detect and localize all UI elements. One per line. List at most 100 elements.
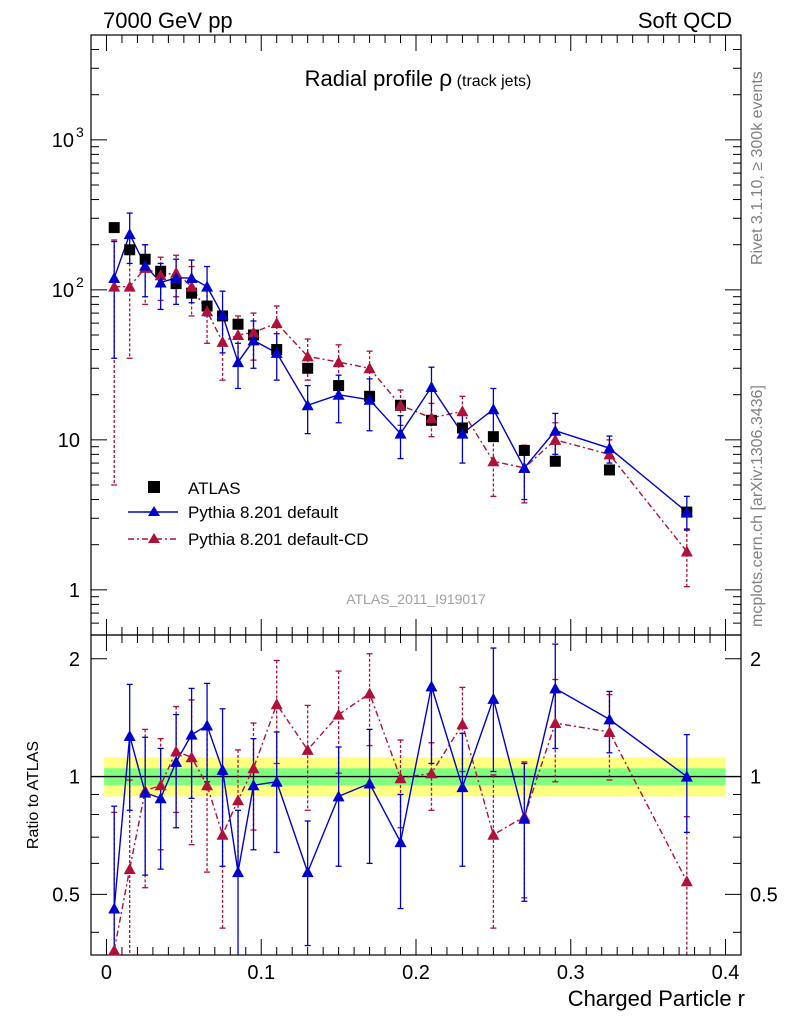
mc-data-point <box>680 506 693 518</box>
ratio-data-point <box>123 729 136 741</box>
mc-data-point <box>108 280 121 292</box>
atlas-data-point <box>549 455 561 467</box>
ratio-data-point <box>232 794 245 806</box>
mc-data-point <box>270 346 283 358</box>
legend: ATLAS Pythia 8.201 default Pythia 8.201 … <box>128 479 369 549</box>
mc-data-point <box>232 356 245 368</box>
atlas-data-point <box>186 287 198 299</box>
ratio-y-tick-label: 1 <box>69 767 80 789</box>
ratio-data-point <box>139 786 152 798</box>
mc-data-point <box>123 280 136 292</box>
mc-data-point <box>394 427 407 439</box>
ratio-y-axis-label: Ratio to ATLAS <box>25 741 42 849</box>
atlas-data-point <box>487 431 499 443</box>
mc-data-point <box>154 269 167 281</box>
ratio-data-point <box>680 770 693 782</box>
ratio-data-point <box>487 692 500 704</box>
ratio-data-point <box>301 866 314 878</box>
main-data <box>108 212 693 588</box>
header-left: 7000 GeV pp <box>103 8 233 33</box>
mc-data-point <box>301 399 314 411</box>
atlas-data-point <box>333 380 345 392</box>
header-right: Soft QCD <box>638 8 732 33</box>
mc-data-point <box>170 271 183 283</box>
ratio-data-point <box>456 718 469 730</box>
mc-data-point <box>139 259 152 271</box>
y-tick-exponent: 2 <box>76 274 84 290</box>
mc-data-point <box>154 276 167 288</box>
y-tick-label: 10 <box>58 430 80 452</box>
mcplots-reference-label: mcplots.cern.ch [arXiv:1306.3436] <box>749 385 766 627</box>
ratio-data-point <box>456 781 469 793</box>
ratio-data-point <box>201 779 214 791</box>
mc-data-point <box>216 308 229 320</box>
ratio-data-point <box>216 828 229 840</box>
mc-data-point <box>487 455 500 467</box>
ratio-data-point <box>680 875 693 887</box>
plot-title-sub: (track jets) <box>452 73 531 90</box>
mc-data-point <box>185 271 198 283</box>
x-tick-label: 0.1 <box>247 962 275 984</box>
ratio-data <box>108 635 693 956</box>
ratio-data-point <box>270 775 283 787</box>
ratio-data-point <box>216 763 229 775</box>
legend-cd-marker <box>148 533 160 543</box>
y-tick-label: 10 <box>52 280 74 302</box>
mc-data-point <box>232 329 245 340</box>
ratio-data-point <box>603 713 616 725</box>
ratio-y-tick-label: 0.5 <box>52 884 80 906</box>
ratio-data-point <box>123 863 136 875</box>
ratio-data-point <box>549 682 562 694</box>
mc-data-point <box>185 280 198 292</box>
mc-data-point <box>456 405 469 417</box>
ratio-data-point <box>363 687 376 699</box>
ratio-data-point <box>394 836 407 848</box>
ratio-y-tick-label: 2 <box>69 649 80 671</box>
atlas-data-point <box>302 362 314 374</box>
legend-default-label: Pythia 8.201 default <box>188 503 339 522</box>
ratio-data-point <box>518 812 531 824</box>
analysis-id-label: ATLAS_2011_I919017 <box>346 591 486 607</box>
mc-data-point <box>518 461 531 473</box>
x-tick-label: 0.2 <box>402 962 430 984</box>
mc-data-point <box>332 356 345 368</box>
x-tick-label: 0 <box>101 962 112 984</box>
ratio-data-point <box>301 743 314 755</box>
mc-data-point <box>201 305 214 317</box>
ratio-data-point <box>201 719 214 731</box>
mc-data-point <box>456 427 469 439</box>
legend-cd-label: Pythia 8.201 default-CD <box>188 530 369 549</box>
plot-title-main: Radial profile <box>305 66 440 91</box>
mc-data-point <box>201 280 214 292</box>
ratio-data-point <box>425 767 438 779</box>
ratio-data-point <box>185 728 198 740</box>
mc-data-point <box>363 393 376 405</box>
atlas-data-point <box>139 253 151 265</box>
ratio-data-point <box>394 772 407 784</box>
ratio-data-point <box>603 725 616 737</box>
ratio-y-tick-label-right: 0.5 <box>750 884 778 906</box>
ratio-series-line <box>113 686 688 909</box>
ratio-y-tick-label-right: 1 <box>750 767 761 789</box>
ratio-data-point <box>549 717 562 729</box>
ratio-data-point <box>154 792 167 804</box>
ratio-data-point <box>332 790 345 802</box>
plot-title-symbol: ρ <box>439 65 452 91</box>
mc-data-point <box>363 362 376 374</box>
series-line <box>113 232 688 513</box>
ratio-data-point <box>487 828 500 840</box>
ratio-data-point <box>232 866 245 878</box>
atlas-data-point <box>108 222 120 234</box>
ratio-series-line <box>113 692 688 951</box>
x-tick-label: 0.4 <box>712 962 740 984</box>
ratio-data-point <box>247 762 260 774</box>
mc-data-point <box>549 424 562 436</box>
atlas-data-point <box>232 318 244 330</box>
ratio-data-point <box>270 698 283 710</box>
atlas-data-point <box>603 464 615 476</box>
x-axis-label: Charged Particle r <box>568 986 745 1011</box>
ratio-data-point <box>108 944 121 956</box>
mc-data-point <box>270 317 283 329</box>
